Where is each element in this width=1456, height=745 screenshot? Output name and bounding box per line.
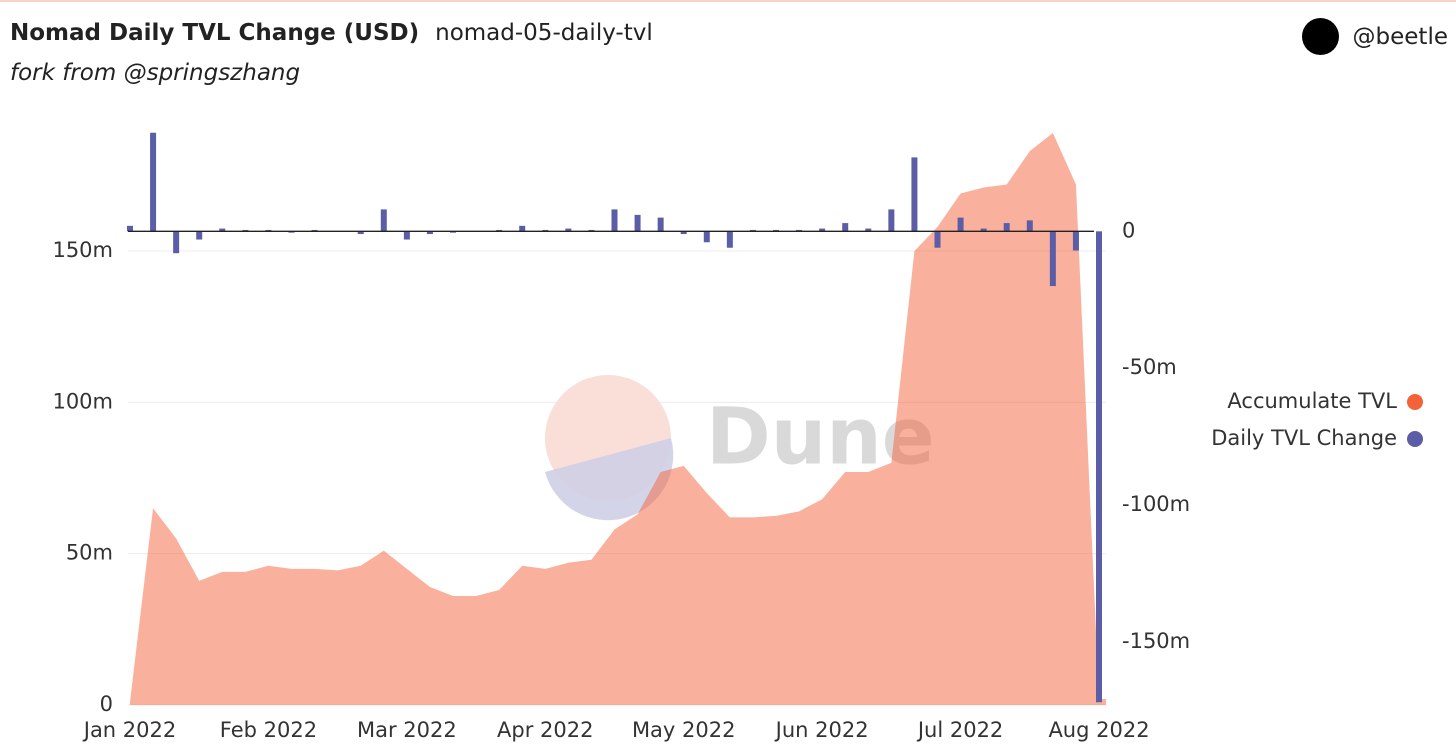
bar bbox=[496, 229, 503, 232]
y-tick-label: 150m bbox=[52, 238, 113, 262]
bar bbox=[1003, 223, 1010, 232]
bar bbox=[311, 229, 318, 232]
bar bbox=[265, 229, 272, 232]
legend-label: Daily TVL Change bbox=[1211, 426, 1397, 450]
y2-tick-label: -150m bbox=[1122, 629, 1190, 653]
bar bbox=[1072, 231, 1079, 251]
header: Nomad Daily TVL Change (USD) nomad-05-dai… bbox=[10, 20, 653, 46]
bar bbox=[703, 231, 710, 243]
bar bbox=[565, 228, 572, 232]
bar bbox=[242, 229, 249, 232]
x-tick-label: Jul 2022 bbox=[916, 718, 1003, 742]
bar bbox=[219, 228, 226, 232]
x-tick-label: Mar 2022 bbox=[357, 718, 457, 742]
bar bbox=[726, 231, 733, 248]
bar bbox=[426, 231, 433, 235]
y-tick-label: 100m bbox=[52, 389, 113, 413]
query-name: nomad-05-daily-tvl bbox=[435, 20, 653, 46]
bar bbox=[173, 231, 180, 254]
legend-marker bbox=[1407, 431, 1423, 447]
y2-tick-label: -100m bbox=[1122, 492, 1190, 516]
y-tick-label: 0 bbox=[100, 692, 113, 716]
bar bbox=[588, 229, 595, 232]
bar bbox=[980, 228, 987, 232]
x-tick-label: Jan 2022 bbox=[82, 718, 177, 742]
bar bbox=[450, 231, 456, 233]
bar bbox=[127, 225, 133, 232]
bar bbox=[288, 231, 295, 233]
bar bbox=[357, 231, 364, 235]
bar bbox=[519, 225, 526, 232]
x-tick-label: May 2022 bbox=[632, 718, 736, 742]
area bbox=[130, 133, 1106, 706]
avatar bbox=[1301, 18, 1339, 55]
bar bbox=[819, 228, 826, 232]
y2-tick-label: 0 bbox=[1122, 218, 1135, 242]
bar bbox=[957, 217, 964, 232]
x-tick-label: Aug 2022 bbox=[1048, 718, 1149, 742]
bar bbox=[380, 209, 387, 232]
bar bbox=[749, 229, 756, 232]
bar bbox=[657, 217, 664, 232]
watermark-logo bbox=[545, 438, 674, 521]
bar bbox=[888, 209, 895, 232]
bar bbox=[1049, 231, 1056, 287]
x-tick-label: Apr 2022 bbox=[497, 718, 593, 742]
username: @beetle bbox=[1352, 23, 1448, 50]
bar bbox=[865, 228, 872, 232]
y-tick-label: 50m bbox=[66, 541, 113, 565]
bar bbox=[773, 229, 779, 232]
user[interactable]: @beetle bbox=[1301, 18, 1448, 55]
bar bbox=[196, 231, 203, 240]
bar bbox=[150, 132, 157, 232]
bar bbox=[1096, 231, 1102, 703]
bar bbox=[611, 209, 618, 232]
bar bbox=[403, 231, 410, 240]
x-tick-label: Jun 2022 bbox=[774, 718, 869, 742]
legend-label: Accumulate TVL bbox=[1227, 389, 1397, 413]
x-tick-label: Feb 2022 bbox=[220, 718, 317, 742]
bar bbox=[911, 157, 918, 232]
title: Nomad Daily TVL Change (USD) bbox=[10, 20, 420, 46]
y2-tick-label: -50m bbox=[1122, 355, 1177, 379]
subtitle: fork from @springszhang bbox=[10, 60, 301, 86]
bar bbox=[680, 231, 687, 235]
legend-marker bbox=[1407, 394, 1423, 410]
bar bbox=[796, 229, 803, 232]
bar bbox=[934, 231, 941, 248]
bar bbox=[1026, 220, 1033, 232]
bar bbox=[542, 229, 549, 232]
bar bbox=[634, 214, 641, 232]
bar bbox=[842, 223, 849, 232]
